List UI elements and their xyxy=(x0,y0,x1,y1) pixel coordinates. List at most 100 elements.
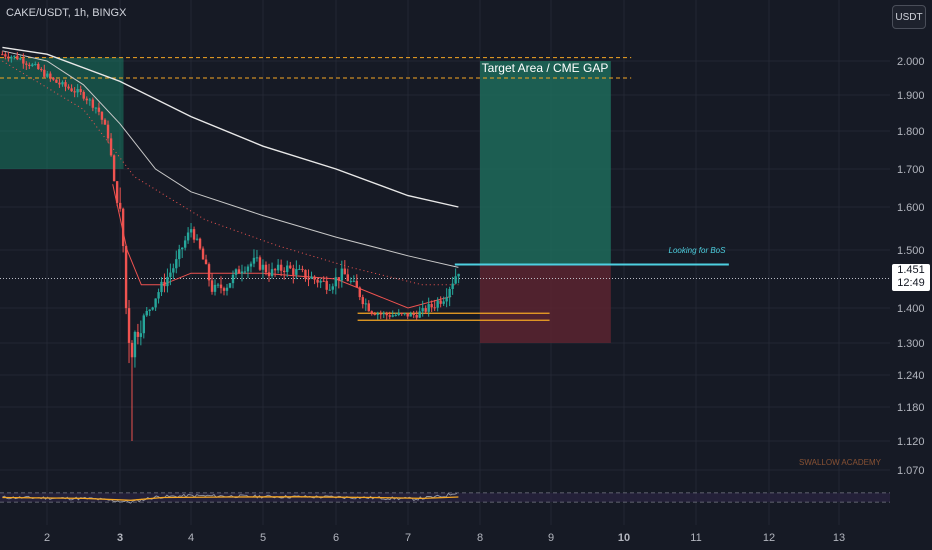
candle-body xyxy=(301,268,304,270)
candle-body xyxy=(349,280,353,282)
candle-body xyxy=(454,276,457,284)
candle-body xyxy=(34,63,37,65)
candle-body xyxy=(276,264,280,271)
candle-body xyxy=(91,99,95,108)
time-tick-label: 13 xyxy=(833,532,845,544)
candle-body xyxy=(52,77,55,80)
candle-body xyxy=(370,311,373,314)
candle-body xyxy=(163,281,166,287)
candle-body xyxy=(79,89,82,93)
candle-body xyxy=(180,247,184,250)
candle-body xyxy=(28,64,31,67)
candle-body xyxy=(169,272,172,277)
price-tick-label: 1.600 xyxy=(897,202,925,214)
candle-body xyxy=(409,313,412,317)
candle-body xyxy=(433,307,436,309)
candle-body xyxy=(1,54,4,56)
candle-body xyxy=(394,315,397,317)
candle-body xyxy=(97,107,101,112)
candle-body xyxy=(127,308,131,343)
candle-body xyxy=(115,181,119,203)
candle-body xyxy=(267,272,271,277)
candle-body xyxy=(397,313,400,316)
candle-body xyxy=(457,273,460,277)
candle-body xyxy=(273,269,277,271)
candle-body xyxy=(4,54,7,57)
candle-body xyxy=(379,313,382,315)
candle-body xyxy=(415,315,418,318)
candle-body xyxy=(427,304,430,312)
time-tick-label: 4 xyxy=(188,532,194,544)
price-tick-label: 1.500 xyxy=(897,245,925,257)
candle-body xyxy=(352,280,355,282)
candle-body xyxy=(139,333,143,337)
candle-body xyxy=(282,270,286,273)
candle-body xyxy=(430,304,433,308)
candles xyxy=(1,51,460,441)
candle-body xyxy=(255,257,259,259)
time-tick-label: 9 xyxy=(548,532,554,544)
candle-body xyxy=(325,280,328,290)
candle-body xyxy=(145,310,148,316)
candle-body xyxy=(43,69,46,77)
candle-body xyxy=(346,274,350,281)
symbol-title: CAKE/USDT, 1h, BINGX xyxy=(6,7,127,19)
candle-body xyxy=(382,313,385,315)
watermark: SWALLOW ACADEMY xyxy=(799,458,882,467)
candle-body xyxy=(136,331,140,337)
candle-body xyxy=(67,86,70,89)
price-axis[interactable]: 1.070 1.120 1.180 1.240 1.300 1.400 1.500 1.600… xyxy=(897,56,925,477)
candle-body xyxy=(340,268,344,281)
candle-body xyxy=(234,269,238,275)
bos-label: Looking for BoS xyxy=(669,246,727,255)
candle-body xyxy=(160,281,163,293)
candle-body xyxy=(37,63,40,70)
price-tick-label: 2.000 xyxy=(897,56,925,68)
candle-body xyxy=(85,98,88,101)
candle-body xyxy=(118,202,122,209)
trade-zones xyxy=(0,57,890,343)
candle-body xyxy=(391,315,394,317)
candle-body xyxy=(55,79,58,83)
candle-body xyxy=(388,315,391,317)
candle-body xyxy=(286,265,289,273)
candle-body xyxy=(328,289,331,291)
candle-body xyxy=(210,280,214,292)
time-tick-label: 8 xyxy=(477,532,483,544)
candle-body xyxy=(88,99,92,101)
candle-body xyxy=(213,284,217,292)
candle-body xyxy=(337,277,341,281)
candle-body xyxy=(355,280,358,288)
candle-body xyxy=(225,287,229,291)
candle-body xyxy=(198,238,202,249)
candle-body xyxy=(25,63,28,65)
candle-body xyxy=(154,298,157,308)
candle-body xyxy=(100,111,104,120)
stop-zone xyxy=(480,264,611,343)
candle-body xyxy=(439,300,442,304)
candle-body xyxy=(49,73,52,78)
candle-body xyxy=(19,58,22,60)
candle-body xyxy=(448,288,451,298)
candle-body xyxy=(331,286,334,290)
candle-body xyxy=(222,288,226,291)
candle-body xyxy=(264,264,268,273)
candle-body xyxy=(400,313,403,315)
candle-body xyxy=(216,284,220,286)
candle-body xyxy=(201,248,205,260)
candle-body xyxy=(189,229,193,233)
candle-body xyxy=(76,89,79,93)
candle-body xyxy=(70,88,73,92)
candle-body xyxy=(73,91,76,93)
candle-body xyxy=(133,331,137,358)
target-zone xyxy=(480,61,611,265)
time-tick-label: 11 xyxy=(690,532,701,544)
candle-body xyxy=(13,55,16,57)
candle-body xyxy=(166,276,169,287)
time-axis[interactable]: 2 3 4 5 6 7 8 9 10 11 12 13 xyxy=(44,532,845,544)
candle-body xyxy=(106,124,110,139)
currency-button[interactable]: USDT xyxy=(892,5,926,29)
time-tick-label: 10 xyxy=(618,532,630,544)
candle-body xyxy=(334,277,338,287)
